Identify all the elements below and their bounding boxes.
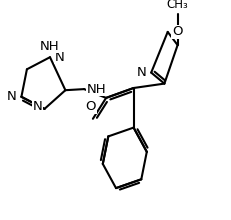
Text: NH: NH xyxy=(40,40,60,53)
Text: N: N xyxy=(32,100,42,113)
Text: O: O xyxy=(85,100,96,113)
Text: CH₃: CH₃ xyxy=(166,0,188,11)
Text: N: N xyxy=(137,66,146,79)
Text: NH: NH xyxy=(86,82,106,96)
Text: N: N xyxy=(7,90,17,103)
Text: O: O xyxy=(171,25,182,38)
Text: N: N xyxy=(54,51,64,64)
